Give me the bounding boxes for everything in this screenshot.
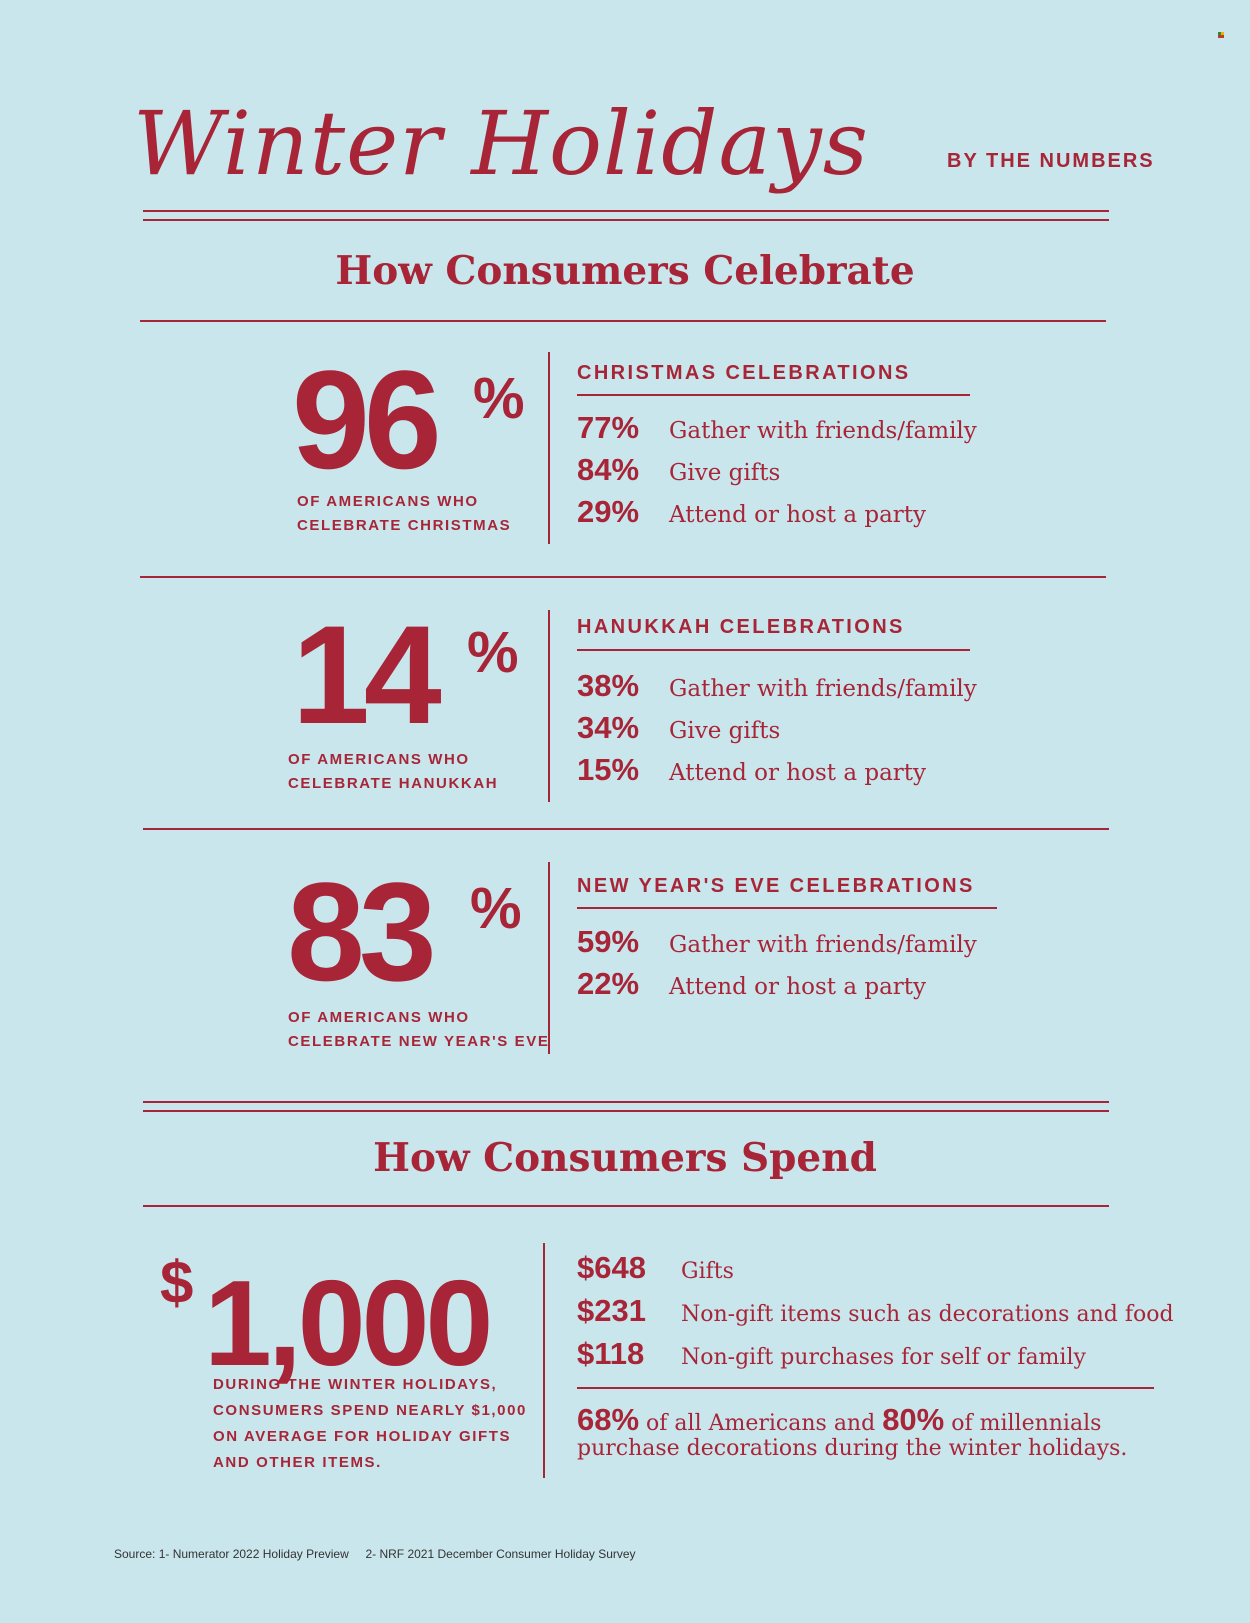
- spend-breakdown: $648 Gifts $231 Non-gift items such as dec…: [577, 1250, 1174, 1379]
- spend-rule-top: [143, 1101, 1109, 1103]
- new-years-stats: 59% Gather with friends/family 22% Attend …: [577, 924, 977, 1008]
- spend-section-title: How Consumers Spend: [373, 1135, 877, 1181]
- spend-rule-bottom: [143, 1110, 1109, 1112]
- hanukkah-stat-row: 34% Give gifts: [577, 710, 977, 752]
- stat-number: 84%: [577, 452, 640, 487]
- spend-row: $648 Gifts: [577, 1250, 1174, 1293]
- stat-number: 34%: [577, 710, 640, 745]
- spend-breakdown-rule: [577, 1387, 1154, 1389]
- stat-number: 29%: [577, 494, 640, 529]
- christmas-caption: OF AMERICANS WHO CELEBRATE CHRISTMAS: [297, 490, 511, 538]
- spend-amount: $118: [577, 1336, 645, 1371]
- christmas-divider: [548, 352, 550, 544]
- spend-amount: $648: [577, 1250, 646, 1285]
- spend-divider: [543, 1243, 545, 1478]
- decorations-text2: of millennials: [944, 1411, 1102, 1436]
- new-years-caption: OF AMERICANS WHO CELEBRATE NEW YEAR'S EV…: [288, 1006, 549, 1054]
- christmas-bottom-rule: [140, 576, 1106, 578]
- christmas-header-rule: [577, 394, 970, 396]
- header-rule-top: [143, 210, 1109, 212]
- hanukkah-bottom-rule: [143, 828, 1109, 830]
- hanukkah-caption: OF AMERICANS WHO CELEBRATE HANUKKAH: [288, 748, 498, 796]
- christmas-header: CHRISTMAS CELEBRATIONS: [577, 362, 911, 384]
- new-years-caption-line1: OF AMERICANS WHO: [288, 1009, 470, 1026]
- hanukkah-percent-sign: %: [467, 620, 519, 685]
- new-years-header: NEW YEAR'S EVE CELEBRATIONS: [577, 875, 975, 897]
- spend-big-number: 1,000: [204, 1255, 493, 1391]
- new-years-big-number: 83: [287, 853, 437, 1010]
- hanukkah-divider: [548, 610, 550, 802]
- new-years-caption-line2: CELEBRATE NEW YEAR'S EVE: [288, 1033, 550, 1050]
- hanukkah-stat-row: 38% Gather with friends/family: [577, 668, 977, 710]
- christmas-stats: 77% Gather with friends/family 84% Give gi…: [577, 410, 977, 536]
- decorations-line1: 68% of all Americans and 80% of millenni…: [577, 1402, 1127, 1438]
- christmas-percent-sign: %: [473, 366, 525, 431]
- decorations-pct-millennials: 80%: [882, 1402, 945, 1437]
- header-rule-bottom: [143, 219, 1109, 221]
- stat-label: Gather with friends/family: [669, 418, 977, 444]
- hanukkah-caption-line1: OF AMERICANS WHO: [288, 751, 470, 768]
- hanukkah-caption-line2: CELEBRATE HANUKKAH: [288, 775, 499, 792]
- new-years-divider: [548, 862, 550, 1054]
- decorations-statement: 68% of all Americans and 80% of millenni…: [577, 1402, 1127, 1461]
- hanukkah-header-rule: [577, 649, 970, 651]
- hanukkah-header: HANUKKAH CELEBRATIONS: [577, 616, 905, 638]
- new-years-stat-row: 59% Gather with friends/family: [577, 924, 977, 966]
- christmas-stat-row: 84% Give gifts: [577, 452, 977, 494]
- stat-number: 77%: [577, 410, 640, 445]
- stat-number: 15%: [577, 752, 640, 787]
- spend-row: $231 Non-gift items such as decorations a…: [577, 1293, 1174, 1336]
- stat-label: Attend or host a party: [669, 502, 927, 528]
- celebrate-section-title: How Consumers Celebrate: [335, 248, 915, 294]
- corner-flag-icon: [1218, 32, 1224, 38]
- christmas-stat-row: 77% Gather with friends/family: [577, 410, 977, 452]
- stat-number: 22%: [577, 966, 640, 1001]
- spend-row: $118 Non-gift purchases for self or famil…: [577, 1336, 1174, 1379]
- spend-caption-line: AND OTHER ITEMS.: [213, 1454, 382, 1471]
- spend-label: Non-gift purchases for self or family: [681, 1345, 1086, 1370]
- spend-caption-line: DURING THE WINTER HOLIDAYS,: [213, 1376, 498, 1393]
- spend-caption-line: ON AVERAGE FOR HOLIDAY GIFTS: [213, 1428, 512, 1445]
- source-note: Source: 1- Numerator 2022 Holiday Previe…: [114, 1547, 636, 1561]
- christmas-stat-row: 29% Attend or host a party: [577, 494, 977, 536]
- hanukkah-stat-row: 15% Attend or host a party: [577, 752, 977, 794]
- stat-label: Give gifts: [669, 718, 781, 744]
- page-title: Winter Holidays: [133, 92, 869, 195]
- decorations-text1: of all Americans and: [639, 1411, 883, 1436]
- spend-caption-line: CONSUMERS SPEND NEARLY $1,000: [213, 1402, 527, 1419]
- spend-label: Gifts: [681, 1259, 734, 1284]
- decorations-line2: purchase decorations during the winter h…: [577, 1436, 1128, 1461]
- spend-caption: DURING THE WINTER HOLIDAYS, CONSUMERS SP…: [213, 1372, 527, 1476]
- spend-title-rule: [143, 1205, 1109, 1207]
- stat-label: Attend or host a party: [669, 760, 927, 786]
- christmas-big-number: 96: [292, 341, 442, 498]
- hanukkah-big-number: 14: [292, 596, 442, 753]
- stat-label: Attend or host a party: [669, 974, 927, 1000]
- new-years-stat-row: 22% Attend or host a party: [577, 966, 977, 1008]
- stat-number: 59%: [577, 924, 640, 959]
- hanukkah-stats: 38% Gather with friends/family 34% Give gi…: [577, 668, 977, 794]
- decorations-pct-americans: 68%: [577, 1402, 640, 1437]
- celebrate-title-rule: [140, 320, 1106, 322]
- spend-amount: $231: [577, 1293, 646, 1328]
- stat-label: Gather with friends/family: [669, 932, 977, 958]
- spend-dollar-sign: $: [160, 1249, 194, 1316]
- new-years-header-rule: [577, 907, 997, 909]
- christmas-caption-line1: OF AMERICANS WHO: [297, 493, 479, 510]
- stat-number: 38%: [577, 668, 640, 703]
- christmas-caption-line2: CELEBRATE CHRISTMAS: [297, 517, 512, 534]
- stat-label: Gather with friends/family: [669, 676, 977, 702]
- stat-label: Give gifts: [669, 460, 781, 486]
- new-years-percent-sign: %: [470, 876, 522, 941]
- page-subtitle: BY THE NUMBERS: [947, 150, 1155, 172]
- spend-label: Non-gift items such as decorations and f…: [681, 1302, 1174, 1327]
